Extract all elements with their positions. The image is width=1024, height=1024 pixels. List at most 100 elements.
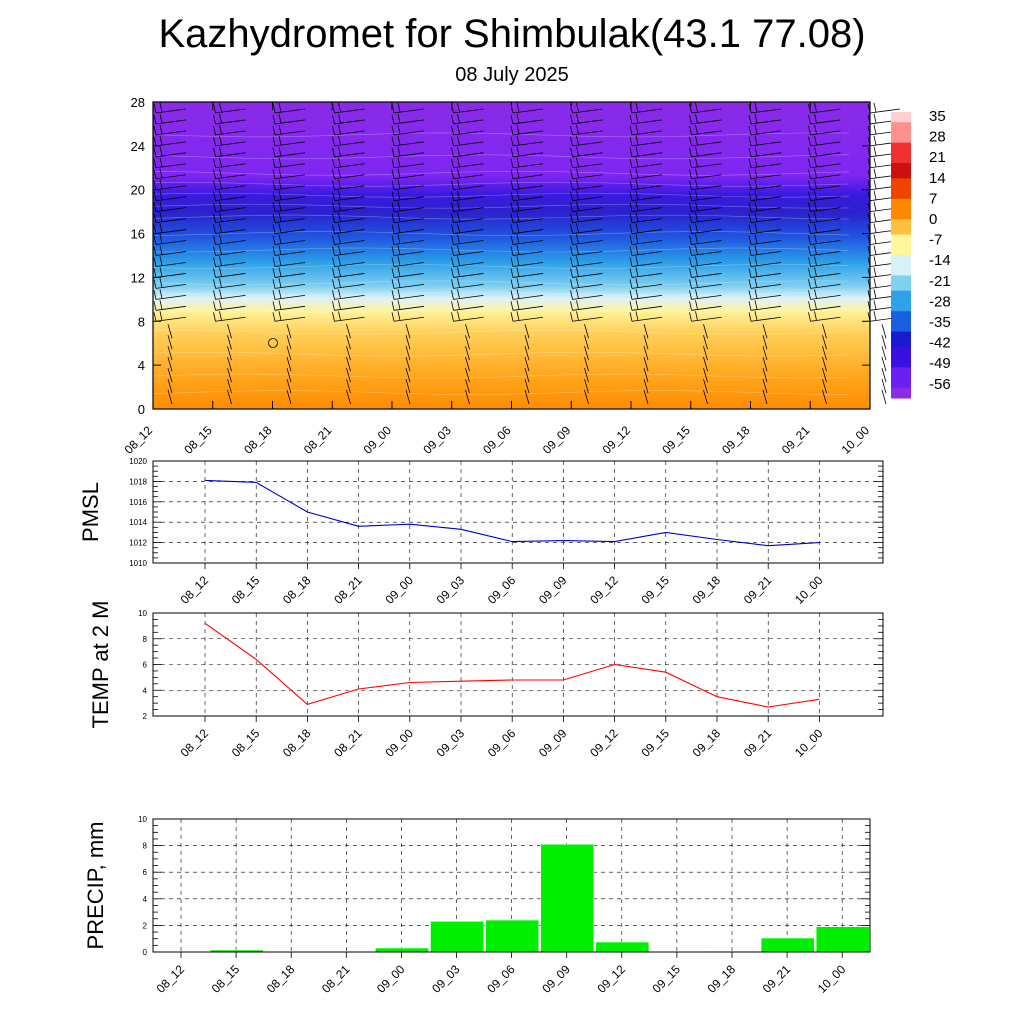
wind-barb [808, 311, 841, 322]
wind-barb [465, 357, 470, 372]
x-tick-label: 09_09 [536, 726, 570, 760]
wind-barb [524, 367, 530, 383]
wind-barb [391, 245, 425, 256]
wind-barb [748, 190, 782, 202]
x-tick-label: 09_06 [480, 423, 514, 457]
wind-barb [703, 378, 708, 394]
x-tick-label: 09_00 [361, 423, 395, 457]
wind-barb [213, 311, 246, 322]
wind-barb [153, 201, 187, 213]
wind-barb [213, 256, 246, 267]
wind-barb [748, 223, 782, 234]
x-tick-label: 10_00 [839, 423, 873, 457]
wind-barb [748, 256, 782, 267]
wind-barb [153, 146, 187, 158]
wind-barb [881, 378, 887, 394]
y-tick-label: 16 [131, 227, 145, 242]
wind-barb [213, 300, 246, 311]
wind-barb [584, 367, 589, 383]
colorbar-segment [891, 188, 911, 195]
wind-barb [213, 135, 246, 147]
wind-barb [213, 113, 246, 125]
colorbar-segment [891, 122, 911, 128]
colorbar-segment [891, 244, 911, 251]
wind-barb [629, 157, 663, 169]
colorbar-segment [891, 163, 911, 169]
wind-barb [272, 223, 306, 234]
wind-barb [524, 346, 530, 361]
wind-barb [391, 278, 425, 289]
wind-barb [451, 157, 484, 169]
wind-barb [510, 300, 544, 311]
wind-barb [451, 234, 484, 245]
x-tick-label: 09_15 [659, 423, 693, 457]
colorbar-segment [891, 219, 911, 225]
x-tick-label: 09_06 [485, 573, 519, 607]
contour-line [152, 132, 850, 138]
wind-barb [524, 357, 530, 372]
wind-barb [629, 113, 663, 125]
x-tick-label: 09_21 [741, 573, 775, 607]
x-tick-label: 08_18 [280, 726, 314, 760]
contour-line [152, 154, 850, 160]
colorbar-segment [891, 147, 911, 154]
x-tick-label: 09_18 [719, 423, 753, 457]
wind-barb [570, 179, 603, 191]
wind-barb [272, 300, 306, 311]
y-tick-label: 4 [138, 358, 145, 373]
wind-barb [167, 378, 173, 394]
wind-barb [643, 346, 649, 361]
wind-barb [451, 201, 484, 213]
wind-barb [629, 223, 663, 234]
wind-barb [689, 245, 722, 256]
wind-barb [643, 378, 649, 394]
wind-barb [272, 157, 306, 169]
wind-barb [822, 357, 827, 372]
x-tick-label: 09_21 [760, 962, 794, 996]
y-tick-label: 6 [143, 868, 148, 877]
wind-barb [629, 179, 663, 191]
wind-barb [524, 378, 530, 394]
wind-barb [213, 212, 246, 224]
wind-barb [808, 157, 841, 169]
precip-bar [375, 947, 429, 953]
wind-barb [584, 346, 589, 361]
wind-barb [153, 267, 187, 278]
wind-barb [510, 179, 544, 191]
x-tick-label: 09_21 [741, 726, 775, 760]
wind-barb [332, 278, 365, 289]
wind-barb [465, 335, 470, 350]
wind-barb [808, 267, 841, 278]
wind-barb [227, 367, 232, 383]
wind-barb [762, 378, 768, 394]
wind-barb [272, 278, 306, 289]
wind-barb [808, 190, 841, 202]
y-tick-label: 1018 [129, 477, 147, 486]
chart-subtitle: 08 July 2025 [455, 64, 569, 86]
wind-barb [286, 346, 292, 361]
wind-barb [451, 212, 484, 224]
wind-barb [689, 124, 722, 136]
wind-barb [272, 311, 306, 322]
x-tick-label: 08_12 [122, 423, 156, 457]
wind-barb [570, 223, 603, 234]
wind-barbs [153, 102, 901, 405]
wind-barb [570, 234, 603, 245]
colorbar-label: -14 [929, 252, 951, 269]
x-tick-label: 08_15 [229, 726, 263, 760]
wind-barb [808, 201, 841, 213]
x-tick-label: 08_18 [280, 573, 314, 607]
wind-barb [153, 245, 187, 256]
colorbar-segment [891, 157, 911, 164]
x-tick-label: 09_03 [434, 573, 468, 607]
wind-barb [153, 135, 187, 147]
wind-barb [332, 300, 365, 311]
wind-barb [332, 201, 365, 213]
wind-barb [153, 212, 187, 224]
temp-panel: 2 4 6 8 10 08_12 08_15 08_18 08_21 09_00 09_03 09_0… [88, 601, 884, 760]
contour-line [152, 231, 850, 236]
colorbar-segment [891, 341, 911, 348]
y-axis-label: TEMP at 2 M [88, 601, 113, 729]
y-tick-label: 24 [131, 139, 145, 154]
